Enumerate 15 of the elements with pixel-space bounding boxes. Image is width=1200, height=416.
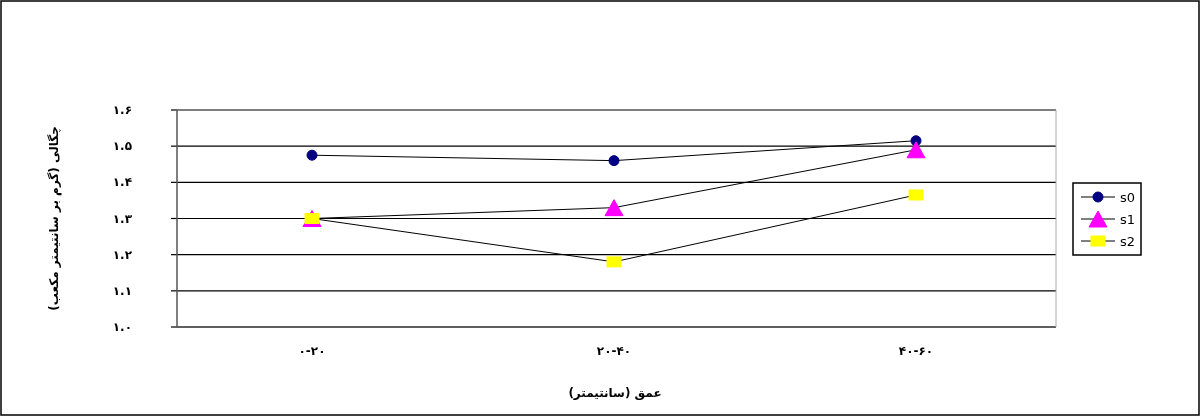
legend-label: s0 xyxy=(1120,190,1136,205)
legend-label: s2 xyxy=(1120,234,1136,249)
y-tick-label: ۱.۳ xyxy=(112,211,133,226)
y-tick-label: ۱.۱ xyxy=(112,283,132,298)
x-tick-label: ۴۰-۶۰ xyxy=(898,344,934,358)
legend-label: s1 xyxy=(1120,212,1136,227)
y-tick-label: ۱.۲ xyxy=(112,247,133,262)
y-tick-label: ۱.۰ xyxy=(112,320,132,334)
x-axis-title: عمق (سانتیمتر) xyxy=(568,386,662,400)
x-tick-label: ۰-۲۰ xyxy=(298,344,326,358)
y-tick-label: ۱.۴ xyxy=(112,175,132,190)
y-tick-label: ۱.۶ xyxy=(112,103,132,117)
y-tick-label: ۱.۵ xyxy=(112,139,132,154)
y-axis-title: چگالی (گرم بر سانتیمتر مکعب) xyxy=(47,126,62,311)
x-tick-label: ۲۰-۴۰ xyxy=(596,344,632,358)
